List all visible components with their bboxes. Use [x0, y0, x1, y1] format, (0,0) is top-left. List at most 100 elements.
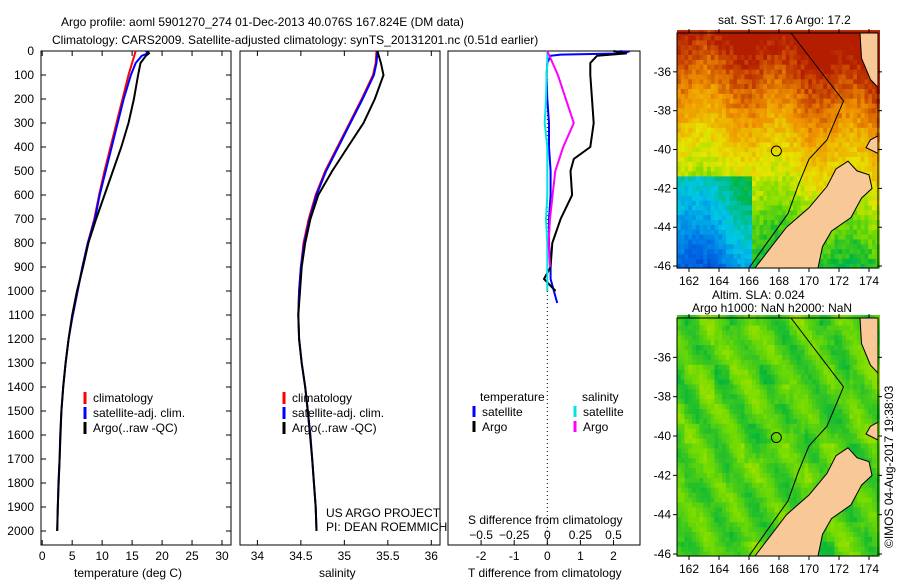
map-cell	[755, 526, 761, 532]
map-cell	[699, 195, 704, 201]
map-cell	[789, 329, 794, 336]
map-cell	[737, 364, 742, 370]
map-cell	[804, 39, 809, 46]
map-cell	[688, 393, 693, 400]
map-cell	[748, 136, 753, 143]
map-cell	[849, 161, 854, 167]
map-cell	[695, 73, 701, 80]
map-cell	[819, 44, 824, 51]
map-cell	[797, 369, 802, 375]
map-cell	[868, 166, 873, 172]
map-cell	[740, 190, 746, 196]
map-cell	[684, 253, 689, 259]
map-cell	[797, 442, 802, 449]
map-cell	[695, 418, 701, 424]
map-cell	[722, 506, 727, 513]
map-cell	[804, 379, 809, 385]
map-cell	[860, 161, 865, 167]
map-cell	[767, 98, 772, 104]
map-cell	[725, 354, 731, 360]
map-cell	[763, 229, 768, 235]
x-tick-label: 20	[155, 549, 169, 563]
map-cell	[857, 161, 862, 167]
map-cell	[740, 219, 746, 225]
map-cell	[804, 472, 809, 478]
map-cell	[778, 388, 783, 395]
map-cell	[752, 487, 757, 493]
map-cell	[688, 359, 693, 365]
map-cell	[838, 433, 843, 439]
map-cell	[808, 141, 813, 148]
map-cell	[785, 175, 791, 182]
map-cell	[677, 156, 682, 162]
sla-map-grid	[677, 315, 880, 557]
map-cell	[819, 339, 824, 346]
map-cell	[815, 59, 821, 65]
map-cell	[688, 59, 693, 65]
map-cell	[785, 112, 791, 119]
map-cell	[725, 258, 731, 264]
map-cell	[707, 195, 712, 201]
map-cell	[684, 364, 689, 370]
map-cell	[688, 190, 693, 196]
map-cell	[763, 214, 768, 221]
map-cell	[782, 472, 787, 478]
map-cell	[707, 243, 712, 250]
map-cell	[699, 423, 704, 429]
map-cell	[725, 214, 731, 221]
y-tick-label: 1900	[7, 500, 34, 514]
map-cell	[845, 98, 850, 104]
map-cell	[752, 403, 757, 410]
map-cell	[819, 253, 824, 259]
map-cell	[733, 497, 738, 503]
map-cell	[823, 156, 828, 162]
map-cell	[737, 477, 742, 483]
map-cell	[752, 492, 757, 498]
map-cell	[815, 83, 821, 89]
map-cell	[785, 166, 791, 172]
map-cell	[752, 423, 757, 429]
map-cell	[808, 438, 813, 444]
map-cell	[748, 195, 753, 201]
map-cell	[789, 369, 794, 375]
map-cell	[744, 546, 749, 552]
map-cell	[830, 54, 836, 60]
map-cell	[838, 413, 843, 419]
map-cell	[774, 219, 779, 225]
map-cell	[785, 54, 791, 60]
map-cell	[860, 204, 865, 211]
map-cell	[714, 64, 719, 70]
map-cell	[800, 418, 806, 424]
map-cell	[812, 141, 817, 148]
map-cell	[744, 146, 749, 153]
map-cell	[797, 472, 802, 478]
map-cell	[692, 39, 697, 46]
map-cell	[823, 243, 828, 250]
map-cell	[793, 151, 798, 157]
map-cell	[849, 117, 854, 123]
map-cell	[748, 214, 753, 221]
map-cell	[748, 185, 753, 191]
map-cell	[857, 204, 862, 211]
map-cell	[800, 64, 806, 70]
map-cell	[718, 122, 723, 128]
map-cell	[789, 408, 794, 414]
map-cell	[718, 526, 723, 532]
map-cell	[767, 383, 772, 390]
map-cell	[725, 263, 731, 269]
map-cell	[827, 49, 832, 55]
map-cell	[699, 209, 704, 216]
map-cell	[677, 526, 682, 532]
map-cell	[692, 200, 697, 206]
map-cell	[695, 388, 701, 395]
map-cell	[725, 393, 731, 400]
map-cell	[797, 54, 802, 60]
map-cell	[789, 170, 794, 177]
map-cell	[703, 156, 708, 162]
map-cell	[793, 117, 798, 123]
map-cell	[729, 329, 734, 336]
map-cell	[725, 477, 731, 483]
map-cell	[845, 122, 850, 128]
map-cell	[830, 248, 836, 255]
map-cell	[785, 185, 791, 191]
